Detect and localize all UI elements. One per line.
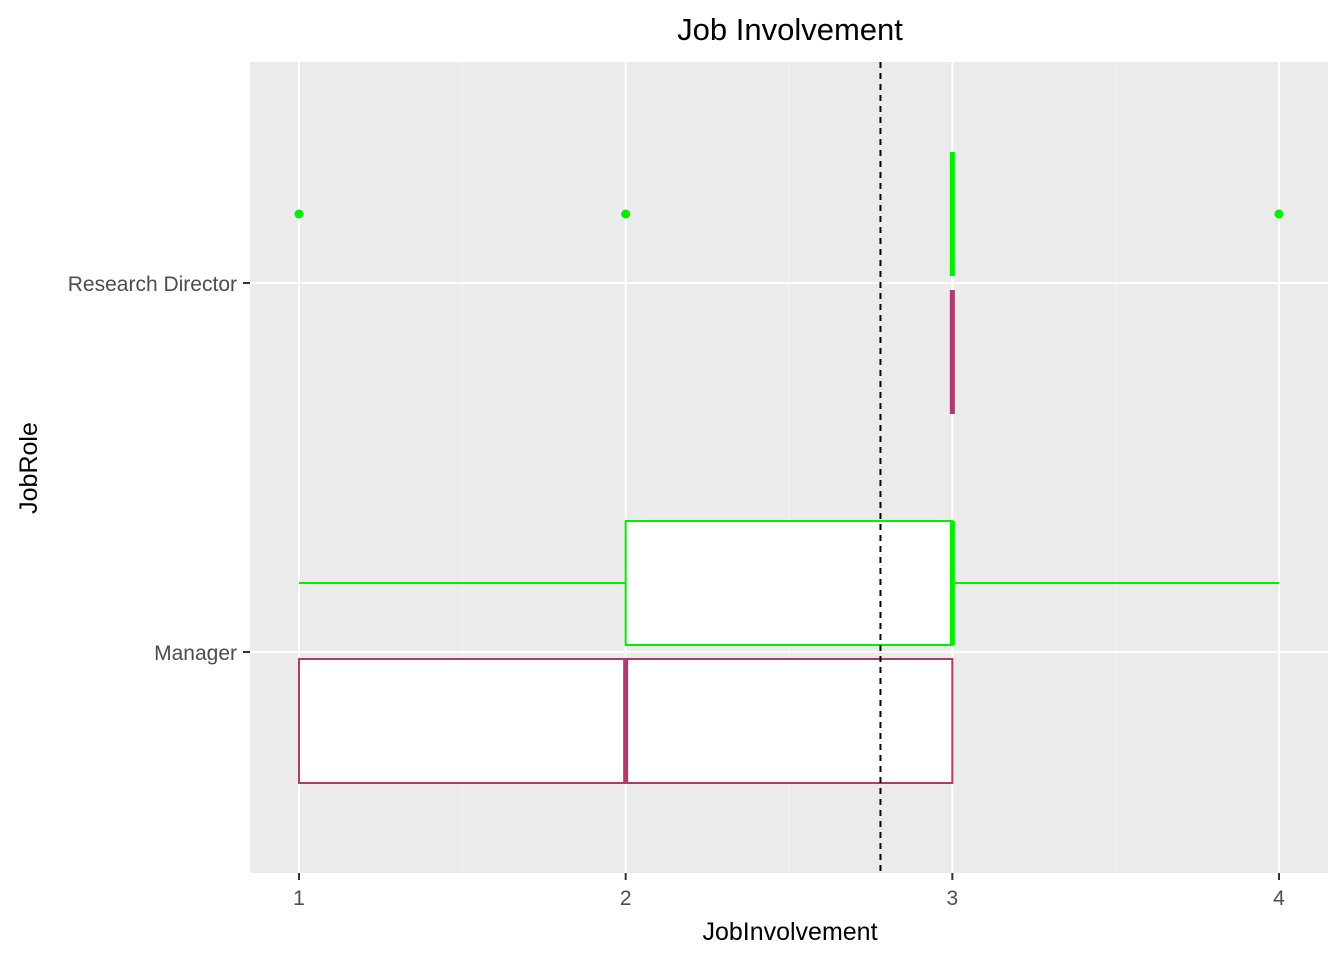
x-tick-label: 2 [620,887,632,910]
outlier-point [294,209,304,219]
y-axis-ticks: Manager Research Director [68,273,250,665]
y-tick-label: Research Director [68,273,237,296]
x-tick-label: 1 [293,887,305,910]
chart-title: Job Involvement [677,12,903,47]
outlier-point [1274,209,1284,219]
box-series [294,152,1284,784]
x-axis-title: JobInvolvement [702,918,877,946]
x-tick-label: 4 [1273,887,1285,910]
y-axis-title: JobRole [15,422,43,514]
box-group [294,152,1284,276]
x-axis-ticks: 1 2 3 4 [293,873,1285,910]
outlier-point [621,209,631,219]
box-group [299,520,1279,646]
box-group [298,658,954,784]
y-tick-label: Manager [154,642,237,665]
box-iqr [624,520,954,646]
x-tick-label: 3 [946,887,958,910]
